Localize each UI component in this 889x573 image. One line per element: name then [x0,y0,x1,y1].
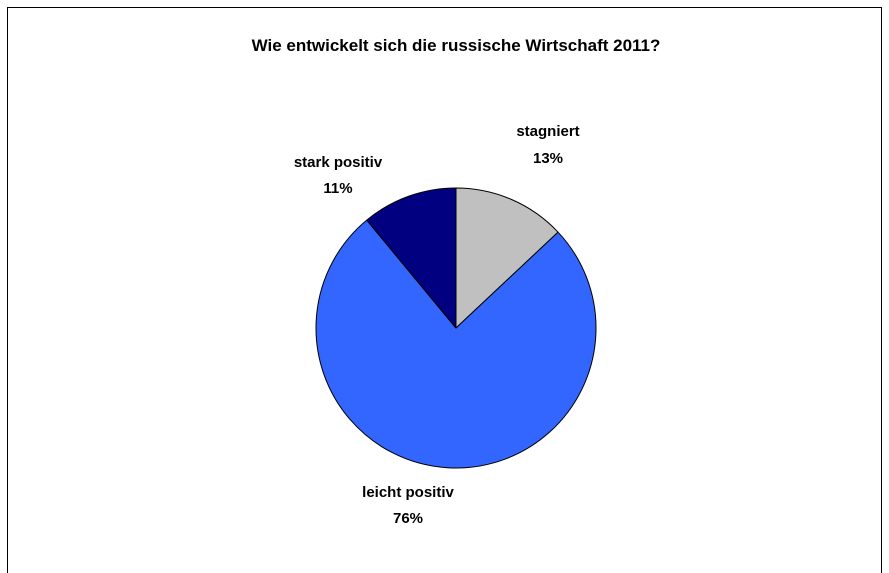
pie-slice-stark-positiv [366,187,457,329]
pie-slice-stagniert [455,187,559,329]
pie-slices [315,187,597,469]
slice-label-stagniert-name: stagniert [516,123,579,140]
slice-label-leicht-positiv-name: leicht positiv [362,484,454,501]
pie-slice-leicht-positiv [315,219,597,469]
slice-label-stark-positiv-value: 11% [323,180,352,197]
pie-labels: stagniert 13% leicht positiv 76% stark p… [294,123,580,527]
slice-label-stark-positiv-name: stark positiv [294,154,383,171]
slice-label-stagniert-value: 13% [533,150,563,167]
slice-label-leicht-positiv-value: 76% [393,510,423,527]
chart-title: Wie entwickelt sich die russische Wirtsc… [252,36,661,55]
